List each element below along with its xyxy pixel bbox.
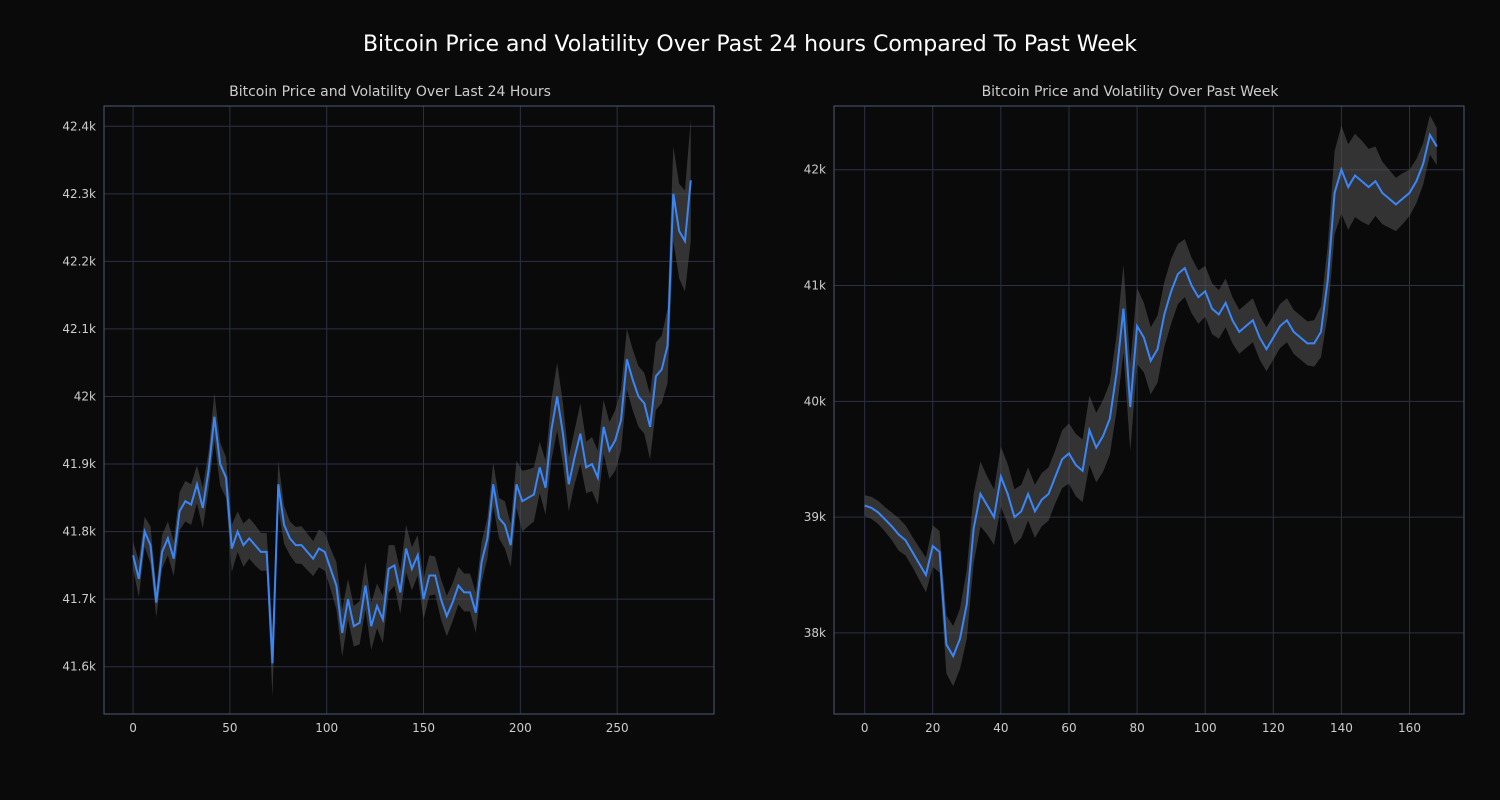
right-chart-title: Bitcoin Price and Volatility Over Past W… (790, 84, 1470, 100)
svg-text:160: 160 (1398, 721, 1421, 735)
right-chart-panel: Bitcoin Price and Volatility Over Past W… (790, 100, 1470, 740)
svg-text:140: 140 (1330, 721, 1353, 735)
svg-text:42k: 42k (804, 163, 826, 177)
svg-text:42k: 42k (74, 389, 96, 403)
svg-text:150: 150 (412, 721, 435, 735)
svg-text:42.4k: 42.4k (62, 119, 96, 133)
svg-text:100: 100 (315, 721, 338, 735)
figure-suptitle: Bitcoin Price and Volatility Over Past 2… (0, 32, 1500, 57)
left-chart-panel: Bitcoin Price and Volatility Over Last 2… (60, 100, 720, 740)
svg-text:41k: 41k (804, 279, 826, 293)
svg-text:200: 200 (509, 721, 532, 735)
svg-text:38k: 38k (804, 626, 826, 640)
svg-text:39k: 39k (804, 510, 826, 524)
svg-text:80: 80 (1129, 721, 1144, 735)
svg-text:41.9k: 41.9k (62, 457, 96, 471)
svg-text:42.2k: 42.2k (62, 254, 96, 268)
left-chart-plot: 0 50 100 150 200 250 41.6k 41.7k 41.8k 41.9k 42k 42… (60, 100, 720, 740)
svg-text:20: 20 (925, 721, 940, 735)
svg-text:0: 0 (129, 721, 137, 735)
svg-text:40k: 40k (804, 394, 826, 408)
figure: Bitcoin Price and Volatility Over Past 2… (0, 0, 1500, 800)
svg-text:41.8k: 41.8k (62, 525, 96, 539)
svg-text:40: 40 (993, 721, 1008, 735)
svg-text:250: 250 (606, 721, 629, 735)
svg-text:60: 60 (1061, 721, 1076, 735)
svg-text:41.7k: 41.7k (62, 592, 96, 606)
svg-text:41.6k: 41.6k (62, 660, 96, 674)
svg-text:42.1k: 42.1k (62, 322, 96, 336)
svg-text:42.3k: 42.3k (62, 187, 96, 201)
svg-text:120: 120 (1262, 721, 1285, 735)
svg-text:100: 100 (1194, 721, 1217, 735)
right-chart-plot: 0 20 40 60 80 100 120 140 160 38k 39k 40k 41k 42k (790, 100, 1470, 740)
left-chart-title: Bitcoin Price and Volatility Over Last 2… (60, 84, 720, 100)
svg-text:0: 0 (861, 721, 869, 735)
svg-text:50: 50 (222, 721, 237, 735)
